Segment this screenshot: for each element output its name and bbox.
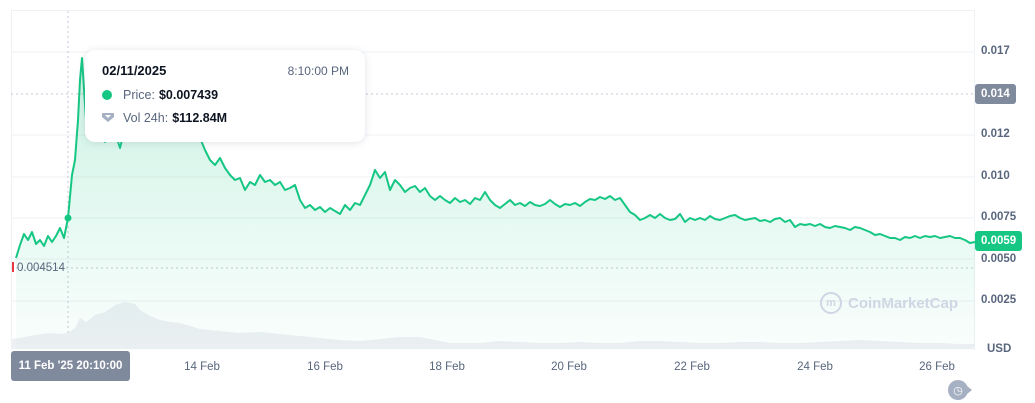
clock-icon: ◷ [953,384,963,397]
price-dot-icon [102,90,112,100]
y-tick: 0.010 [981,170,1010,182]
x-tick: 16 Feb [307,361,343,373]
price-label: Price: [123,88,155,102]
plot-area[interactable] [11,10,975,350]
coinmarketcap-logo-icon: m [820,292,842,314]
hover-tooltip: 02/11/2025 8:10:00 PM Price: $0.007439 V… [85,50,365,142]
time-range-button[interactable]: ◷ [948,380,972,400]
watermark-text: CoinMarketCap [848,294,959,312]
y-tick: 0.012 [981,128,1010,140]
min-price-label: 0.004514 [17,262,65,274]
volume-shield-icon [102,113,114,122]
price-value: $0.007439 [158,88,219,102]
tooltip-date: 02/11/2025 [102,63,167,78]
volume-label: Vol 24h: [123,111,169,125]
y-hover-badge: 0.014 [975,84,1016,104]
currency-label: USD [987,343,1012,355]
x-hover-badge: 11 Feb '25 20:10:00 [11,351,130,381]
tooltip-time: 8:10:00 PM [287,64,349,78]
y-tick: 0.017 [981,45,1010,57]
y-tick: 0.0075 [981,211,1017,223]
coinmarketcap-watermark: m CoinMarketCap [820,292,958,314]
min-price-marker [12,262,14,272]
tooltip-volume-row: Vol 24h: $112.84M [102,111,227,125]
y-tick: 0.0025 [981,294,1017,306]
x-tick: 18 Feb [429,361,465,373]
hover-point-marker [64,214,72,222]
price-area [16,58,975,350]
current-price-badge: 0.0059 [975,231,1023,251]
x-tick: 24 Feb [797,361,833,373]
volume-value: $112.84M [172,111,228,125]
x-tick: 20 Feb [551,361,587,373]
x-tick: 26 Feb [919,361,955,373]
y-tick: 0.0050 [981,253,1017,265]
x-tick: 14 Feb [184,361,220,373]
x-tick: 22 Feb [674,361,710,373]
tooltip-price-row: Price: $0.007439 [102,88,218,102]
